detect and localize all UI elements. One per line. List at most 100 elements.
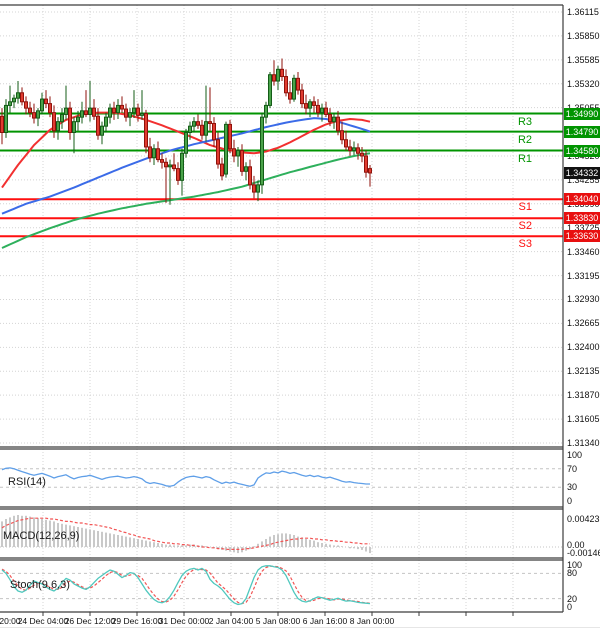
candle: [116, 104, 120, 114]
time-axis-label: 26 Dec 12:00: [64, 616, 116, 626]
time-axis-label: 5 Jan 08:00: [255, 616, 301, 626]
price-axis-label: 1.36115: [567, 7, 599, 17]
candle: [64, 107, 68, 115]
candle: [88, 107, 92, 115]
candle: [244, 166, 248, 172]
price-box-r3: 1.34990: [564, 107, 600, 120]
price-axis-label: 1.35320: [567, 78, 600, 89]
stoch-indicator-label: Stoch(9,6,3): [10, 579, 70, 591]
candle: [152, 148, 156, 159]
candle: [20, 92, 24, 103]
candle: [212, 122, 216, 141]
rsi-indicator-label: RSI(14): [8, 476, 46, 488]
stoch-axis-label: 100: [567, 560, 583, 570]
candle: [124, 108, 128, 118]
candle: [300, 89, 304, 105]
candle: [364, 155, 368, 173]
candle: [140, 113, 144, 116]
rsi-axis-label: 0: [567, 496, 573, 506]
candle: [0, 115, 4, 133]
candle: [76, 116, 80, 123]
candle: [68, 107, 72, 133]
pivot-label-r2: R2: [517, 133, 532, 146]
price-axis-label: 1.32930: [567, 294, 600, 305]
candle: [228, 123, 232, 150]
stoch-axis-label: 20: [567, 593, 578, 604]
candle: [308, 101, 312, 109]
candle: [204, 121, 208, 136]
candle: [188, 125, 192, 133]
candle: [16, 92, 20, 99]
candle: [84, 110, 88, 115]
candle: [324, 107, 328, 115]
candle: [100, 125, 104, 136]
candle: [172, 164, 176, 170]
candle: [348, 146, 352, 152]
candle: [256, 184, 260, 193]
candle: [96, 115, 100, 136]
candle: [168, 164, 172, 168]
price-axis-label: 1.31340: [567, 438, 600, 448]
price-axis-label: 1.35850: [567, 30, 600, 41]
candle: [248, 166, 252, 186]
time-axis-label: 8 Jan 00:00: [349, 616, 395, 626]
time-axis-label: 6 Jan 16:00: [302, 616, 348, 626]
candle: [52, 112, 56, 132]
candle: [316, 104, 320, 114]
candle: [32, 112, 36, 119]
candles: [0, 58, 372, 205]
price-axis-label: 1.34255: [567, 174, 600, 185]
candle: [12, 97, 16, 103]
candle: [156, 148, 160, 161]
candle: [148, 146, 152, 159]
macd-axis-label: 0.00: [567, 540, 585, 550]
candle: [136, 107, 140, 116]
candle: [360, 152, 364, 157]
price-axis-label: 1.33460: [567, 246, 600, 257]
time-axis-label: 2 Jan 04:00: [208, 616, 254, 626]
macd-axis-label: 0.004239: [567, 514, 600, 525]
candle: [44, 98, 48, 105]
candle: [108, 107, 112, 118]
candle: [312, 101, 316, 106]
candle: [284, 76, 288, 94]
stoch-axis-label: 0: [567, 602, 573, 612]
candle: [224, 123, 228, 175]
candle: [276, 68, 280, 82]
price-box-r2: 1.34790: [564, 125, 600, 138]
candle: [340, 130, 344, 141]
macd-indicator-label: MACD(12,26,9): [3, 530, 80, 542]
candle: [216, 139, 220, 165]
candle: [180, 152, 184, 181]
candle: [208, 121, 212, 124]
pivot-label-r3: R3: [517, 115, 532, 128]
price-axis-label: 1.32135: [567, 366, 600, 377]
price-axis-label: 1.31870: [567, 390, 600, 401]
candle: [264, 104, 268, 118]
candle: [272, 74, 276, 82]
candle: [132, 107, 136, 114]
candle: [296, 77, 300, 91]
rsi-axis-label: 30: [567, 482, 578, 493]
price-axis-label: 1.32400: [567, 342, 600, 353]
candle: [92, 107, 96, 117]
pivot-label-s2: S2: [518, 220, 532, 233]
candle: [128, 112, 132, 118]
candle: [8, 101, 12, 106]
candle: [252, 184, 256, 193]
rsi-panel: [0, 467, 563, 488]
candle: [24, 101, 28, 109]
price-axis-label: 1.33725: [567, 222, 600, 233]
current-price-box: 1.34332: [564, 166, 600, 179]
price-box-s1: 1.34040: [564, 193, 600, 206]
candle: [280, 68, 284, 78]
candle: [36, 110, 40, 119]
pivot-label-s1: S1: [518, 201, 532, 214]
ma-slow-green: [1, 152, 371, 249]
candle: [48, 103, 52, 114]
panel-borders: [0, 4, 600, 628]
candle: [368, 168, 372, 174]
candle: [144, 113, 148, 148]
